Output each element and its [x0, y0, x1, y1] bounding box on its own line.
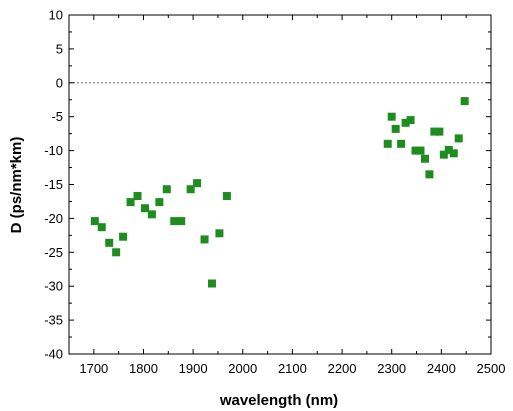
data-point-marker	[391, 124, 400, 133]
data-point-marker	[147, 210, 156, 219]
data-point-marker	[119, 232, 128, 241]
plot-area	[68, 14, 492, 355]
data-point-marker	[397, 139, 406, 148]
data-point-marker	[170, 217, 179, 226]
y-tick-label: -15	[44, 177, 63, 192]
data-point-marker	[97, 223, 106, 232]
y-tick-label: 0	[56, 75, 63, 90]
data-point-marker	[105, 238, 114, 247]
x-tick-label: 2300	[377, 361, 406, 376]
data-point-marker	[406, 116, 415, 125]
x-tick-label: 2200	[328, 361, 357, 376]
data-point-marker	[460, 97, 469, 106]
y-axis-title: D (ps/nm*km)	[8, 137, 25, 234]
data-point-marker	[383, 139, 392, 148]
data-point-marker	[449, 149, 458, 158]
data-point-marker	[444, 145, 453, 154]
x-tick-label: 1700	[79, 361, 108, 376]
plot-frame	[68, 14, 492, 355]
y-tick-label: -20	[44, 211, 63, 226]
x-tick-label: 2000	[228, 361, 257, 376]
data-point-marker	[215, 229, 224, 238]
data-points	[90, 97, 469, 288]
y-tick-label: -30	[44, 279, 63, 294]
tick-labels: 1700 1800 1900 2000 2100 2200 2300 2400 2500 10 5 0…	[44, 8, 505, 377]
data-point-marker	[186, 185, 195, 194]
data-point-marker	[387, 112, 396, 121]
y-tick-label: -25	[44, 245, 63, 260]
axis-ticks	[69, 14, 492, 355]
data-point-marker	[133, 192, 142, 201]
x-tick-label: 1900	[179, 361, 208, 376]
data-point-marker	[430, 127, 439, 136]
data-point-marker	[416, 146, 425, 155]
data-point-marker	[193, 179, 202, 188]
data-point-marker	[90, 217, 99, 226]
data-point-marker	[222, 192, 231, 201]
x-tick-label: 2100	[278, 361, 307, 376]
data-point-marker	[207, 279, 216, 288]
data-point-marker	[155, 198, 164, 207]
data-point-marker	[162, 185, 171, 194]
y-tick-label: -35	[44, 313, 63, 328]
data-point-marker	[177, 217, 186, 226]
y-tick-label: 5	[56, 41, 63, 56]
y-tick-label: -5	[51, 109, 63, 124]
y-tick-label: -10	[44, 143, 63, 158]
data-point-marker	[112, 248, 121, 257]
data-point-marker	[435, 127, 444, 136]
data-point-marker	[126, 198, 135, 207]
data-point-marker	[425, 170, 434, 179]
data-point-marker	[439, 150, 448, 159]
data-point-marker	[401, 118, 410, 127]
x-tick-label: 2500	[477, 361, 506, 376]
data-point-marker	[140, 204, 149, 213]
data-point-marker	[200, 235, 209, 244]
x-tick-label: 1800	[129, 361, 158, 376]
x-tick-label: 2400	[427, 361, 456, 376]
y-tick-label: 10	[49, 8, 63, 23]
y-tick-label: -40	[44, 347, 63, 362]
data-point-marker	[411, 146, 420, 155]
data-point-marker	[420, 154, 429, 163]
data-point-marker	[454, 134, 463, 143]
x-axis-title: wavelength (nm)	[219, 392, 338, 409]
